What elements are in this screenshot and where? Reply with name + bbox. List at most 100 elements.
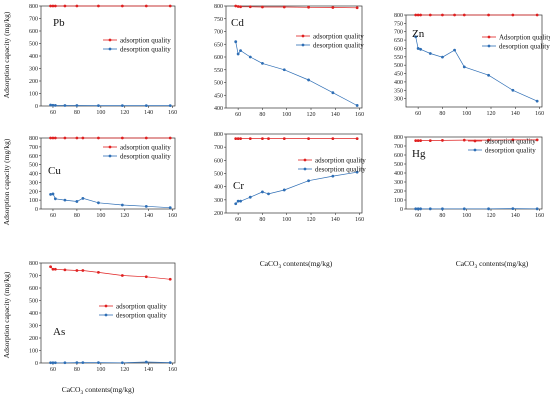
y-tick-label: 300 bbox=[214, 198, 223, 204]
x-tick-label: 120 bbox=[487, 213, 496, 219]
y-tick-label: 400 bbox=[214, 106, 223, 112]
data-point bbox=[51, 136, 55, 140]
data-point bbox=[49, 361, 52, 365]
legend-entry: adsorption quality bbox=[120, 37, 171, 45]
legend-entry: desorption quality bbox=[120, 153, 171, 161]
data-point bbox=[511, 13, 515, 17]
data-point bbox=[144, 104, 148, 108]
data-point bbox=[63, 104, 67, 107]
data-point bbox=[120, 203, 124, 207]
panel-as: 0 100 200 300 400 500 600 700 800 60 80 100 120 140 16… bbox=[29, 261, 177, 373]
data-point bbox=[355, 137, 359, 141]
data-point bbox=[282, 5, 286, 9]
x-tick-label: 120 bbox=[120, 110, 129, 116]
x-tick-label: 140 bbox=[511, 213, 520, 219]
legend-swatch-marker bbox=[487, 44, 491, 48]
data-point bbox=[261, 137, 264, 141]
data-point bbox=[416, 207, 420, 211]
data-point bbox=[97, 270, 100, 274]
series-line-desorption bbox=[235, 171, 358, 205]
legend-swatch-marker bbox=[108, 154, 112, 158]
x-tick-label: 60 bbox=[50, 213, 56, 219]
y-tick-label: 0 bbox=[35, 207, 38, 213]
y-tick-label: 550 bbox=[214, 68, 223, 74]
data-point bbox=[239, 199, 242, 203]
data-point bbox=[168, 104, 172, 108]
x-tick-label: 80 bbox=[439, 213, 445, 219]
panel-cd: 400 450 500 550 600 650 700 750 800 60 80 100 120 140… bbox=[214, 4, 364, 118]
data-point bbox=[535, 138, 539, 142]
x-tick-label: 140 bbox=[331, 217, 340, 223]
data-point bbox=[120, 4, 124, 8]
y-tick-label: 300 bbox=[29, 180, 38, 186]
legend-swatch-marker bbox=[301, 34, 305, 38]
data-point bbox=[416, 139, 420, 143]
data-point bbox=[307, 137, 310, 141]
data-point bbox=[53, 361, 57, 365]
y-tick-label: 500 bbox=[214, 172, 223, 178]
x-tick-label: 80 bbox=[74, 213, 80, 219]
y-tick-label: 200 bbox=[29, 79, 38, 85]
data-point bbox=[416, 47, 420, 50]
y-tick-label: 600 bbox=[29, 286, 38, 292]
data-point bbox=[168, 277, 172, 281]
y-tick-label: 300 bbox=[394, 97, 403, 103]
legend-swatch-marker bbox=[108, 47, 112, 51]
y-tick-label: 700 bbox=[214, 30, 223, 36]
x-tick-label: 60 bbox=[235, 217, 241, 223]
data-point bbox=[75, 361, 79, 365]
y-tick-label: 700 bbox=[29, 17, 38, 23]
x-tick-label: 140 bbox=[144, 110, 153, 116]
x-tick-label: 120 bbox=[120, 213, 129, 219]
x-tick-label: 100 bbox=[462, 111, 471, 117]
y-tick-label: 200 bbox=[29, 189, 38, 195]
element-label: Pb bbox=[53, 17, 65, 29]
data-point bbox=[168, 206, 172, 210]
y-tick-label: 600 bbox=[394, 153, 403, 159]
data-point bbox=[487, 73, 490, 77]
data-point bbox=[81, 196, 85, 200]
x-tick-label: 60 bbox=[415, 111, 421, 117]
legend-entry: adsorption quality bbox=[315, 157, 366, 165]
data-point bbox=[261, 5, 264, 9]
data-point bbox=[236, 137, 240, 141]
data-point bbox=[261, 61, 264, 65]
data-point bbox=[419, 47, 422, 51]
x-tick-label: 80 bbox=[74, 367, 80, 373]
x-tick-label: 120 bbox=[487, 111, 496, 117]
data-point bbox=[248, 137, 252, 141]
y-tick-label: 750 bbox=[394, 21, 403, 27]
data-point bbox=[120, 274, 124, 277]
y-tick-label: 400 bbox=[394, 171, 403, 177]
data-point bbox=[535, 99, 539, 103]
data-point bbox=[331, 6, 335, 9]
element-label: Hg bbox=[412, 148, 426, 160]
x-tick-label: 80 bbox=[259, 112, 265, 118]
y-tick-label: 0 bbox=[35, 361, 38, 367]
data-point bbox=[428, 139, 432, 143]
y-tick-label: 800 bbox=[394, 13, 403, 19]
data-point bbox=[144, 204, 148, 208]
data-point bbox=[462, 65, 466, 69]
x-tick-label: 60 bbox=[415, 213, 421, 219]
legend-entry: adsorption quality bbox=[116, 303, 167, 311]
legend-entry: adsorption quality bbox=[120, 144, 171, 152]
data-point bbox=[97, 201, 100, 205]
data-point bbox=[487, 207, 490, 211]
x-tick-label: 160 bbox=[355, 217, 364, 223]
y-tick-label: 800 bbox=[29, 136, 38, 142]
data-point bbox=[511, 88, 515, 92]
legend-entry: desorption quality bbox=[315, 166, 366, 174]
y-tick-label: 100 bbox=[394, 198, 403, 204]
panel-cu: 0 100 200 300 400 500 600 700 800 60 80 100 120 140 16… bbox=[29, 136, 177, 219]
data-point bbox=[81, 136, 85, 140]
y-tick-label: 400 bbox=[394, 80, 403, 86]
data-point bbox=[144, 275, 148, 279]
y-tick-label: 650 bbox=[214, 42, 223, 48]
plot-frame bbox=[225, 133, 363, 214]
data-point bbox=[282, 68, 286, 72]
x-tick-label: 80 bbox=[74, 110, 80, 116]
x-tick-label: 120 bbox=[120, 367, 129, 373]
data-point bbox=[49, 103, 52, 107]
